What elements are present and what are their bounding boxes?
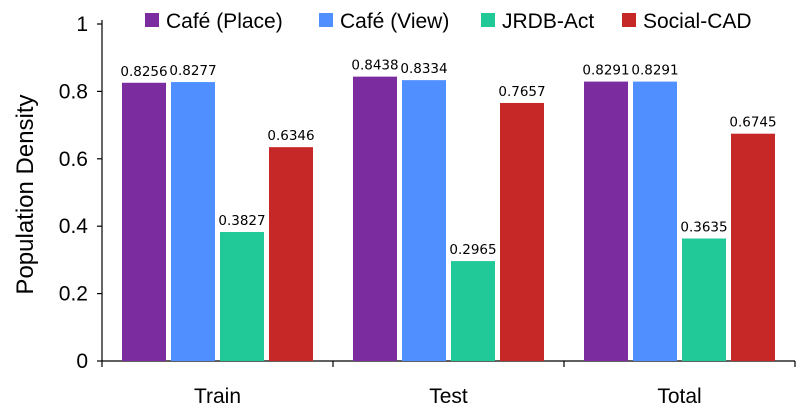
category-label-total: Total [657, 385, 701, 408]
category-label-test: Test [429, 385, 468, 408]
legend-label: Social-CAD [643, 10, 752, 33]
bar-train-3 [269, 147, 313, 361]
data-label: 0.6346 [267, 128, 314, 144]
legend-swatch [622, 13, 636, 27]
legend-swatch [481, 13, 495, 27]
data-label: 0.3635 [680, 220, 727, 236]
legend-label: Café (View) [340, 10, 449, 33]
legend-swatch [319, 13, 333, 27]
bar-test-1 [402, 80, 446, 362]
legend-label: Café (Place) [166, 10, 283, 33]
bar-train-1 [171, 82, 215, 362]
data-label: 0.8256 [120, 64, 167, 80]
bar-total-3 [731, 133, 775, 361]
bar-test-3 [500, 102, 544, 361]
bar-train-2 [220, 232, 264, 361]
y-tick-label: 1 [76, 13, 88, 36]
data-label: 0.8438 [351, 58, 398, 74]
category-label-train: Train [194, 385, 241, 408]
data-label: 0.7657 [498, 84, 545, 100]
axes [101, 20, 795, 362]
y-axis-title: Population Density [12, 94, 39, 294]
y-ticks: 0 0.2 0.4 0.6 0.8 1 [59, 13, 102, 373]
bar-test-0 [353, 76, 397, 361]
bar-train-0 [122, 82, 166, 361]
data-label: 0.6745 [729, 115, 776, 131]
bar-total-1 [633, 81, 677, 362]
data-label: 0.8334 [400, 61, 447, 77]
data-label: 0.8291 [631, 63, 678, 79]
y-tick-label: 0.4 [59, 215, 89, 238]
y-tick-label: 0.8 [59, 80, 88, 103]
data-label: 0.8291 [582, 63, 629, 79]
legend-swatch [145, 13, 159, 27]
category-labels: Train Test Total [101, 361, 796, 408]
data-labels: 0.8256 0.8277 0.3827 0.6346 0.8438 0.8334 0.29… [120, 58, 776, 258]
legend: Café (Place) Café (View) JRDB-Act Social-CA… [145, 10, 752, 33]
data-label: 0.8277 [169, 63, 216, 79]
data-label: 0.3827 [218, 213, 265, 229]
y-tick-label: 0.6 [59, 148, 88, 171]
bar-total-2 [682, 238, 726, 361]
legend-label: JRDB-Act [502, 10, 594, 33]
bar-total-0 [584, 81, 628, 362]
bars [122, 76, 775, 362]
data-label: 0.2965 [449, 242, 496, 258]
bar-test-2 [451, 261, 495, 361]
y-axis-title-group: Population Density [12, 94, 39, 294]
y-tick-label: 0.2 [59, 283, 88, 306]
y-tick-label: 0 [76, 350, 88, 373]
